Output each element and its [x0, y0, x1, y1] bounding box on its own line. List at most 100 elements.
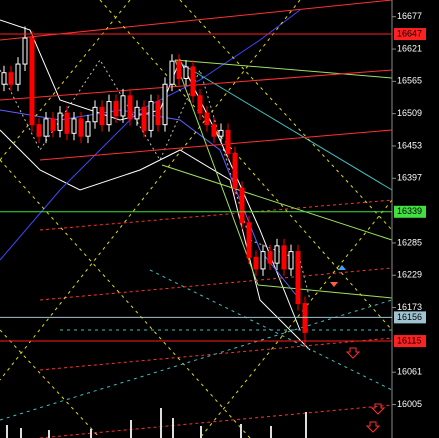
y-tick-label: 16229 — [397, 270, 422, 280]
candle-body — [197, 95, 203, 114]
candle-body — [8, 72, 14, 85]
volume-bar — [48, 430, 50, 438]
channel-line — [39, 199, 393, 231]
candle-body — [155, 101, 161, 126]
y-tick-label: 16173 — [397, 302, 422, 312]
candle-body — [141, 106, 147, 131]
volume-bar — [90, 429, 92, 438]
decor-line — [0, 299, 393, 421]
volume-bar — [20, 428, 22, 438]
volume-bar — [270, 426, 272, 438]
candle-body — [106, 101, 112, 126]
y-tick-label: 16453 — [397, 140, 422, 150]
candle-body — [239, 187, 245, 224]
candle-body — [225, 129, 231, 155]
decor-line — [199, 199, 393, 438]
y-tick-label: 16565 — [397, 76, 422, 86]
volume-bar — [6, 425, 8, 438]
indicators — [0, 0, 393, 438]
channel-line — [0, 69, 393, 101]
candle-body — [288, 251, 294, 270]
candle-body — [15, 63, 21, 85]
candle-body — [43, 118, 49, 137]
level-label-bg — [394, 311, 426, 324]
level-label: 16647 — [397, 28, 422, 38]
candle-body — [64, 112, 70, 134]
level-label-bg — [394, 335, 426, 348]
channel-line — [161, 164, 393, 241]
candle-body — [99, 106, 105, 126]
candle-body — [232, 153, 238, 189]
candle-body — [85, 121, 91, 137]
signal-arrow — [345, 347, 361, 359]
candle-body — [22, 37, 28, 65]
candle-body — [253, 256, 259, 270]
candle-body — [218, 129, 224, 137]
y-tick-label: 16509 — [397, 108, 422, 118]
ma-line — [0, 9, 301, 261]
level-label: 16115 — [397, 335, 421, 345]
candle-body — [183, 66, 189, 79]
candle-body — [260, 251, 266, 270]
channel-line — [174, 59, 393, 79]
channel-line — [0, 0, 393, 41]
volume-bar — [240, 424, 242, 438]
candle-body — [267, 251, 273, 264]
signal-arrow — [330, 282, 338, 287]
candle-body — [211, 124, 217, 137]
volume-bar — [160, 408, 162, 438]
y-tick-label: 16061 — [397, 367, 422, 377]
volume-bar — [130, 420, 132, 438]
candle-body — [78, 118, 84, 137]
candle-body — [281, 245, 287, 270]
candle-body — [176, 60, 182, 79]
candle-body — [113, 101, 119, 117]
signal-arrow — [365, 421, 381, 433]
candle-body — [148, 101, 154, 131]
candle-body — [190, 66, 196, 97]
candle-body — [134, 106, 140, 120]
candle-body — [120, 95, 126, 117]
y-tick-label: 16621 — [397, 43, 422, 53]
volume-bar — [200, 426, 202, 438]
y-tick-label: 16677 — [397, 11, 422, 21]
candle-body — [204, 112, 210, 126]
y-tick-label: 16285 — [397, 237, 422, 247]
candle-body — [71, 118, 77, 134]
candle-body — [295, 251, 301, 305]
y-tick-label: 16397 — [397, 173, 422, 183]
candle-body — [1, 72, 7, 85]
channel-line — [174, 59, 393, 191]
volume — [6, 408, 307, 438]
signal-arrow — [370, 403, 386, 415]
candle-body — [36, 124, 42, 137]
y-tick-label: 16005 — [397, 399, 422, 409]
channel-line — [39, 404, 393, 438]
channel-line — [39, 129, 393, 161]
signals — [330, 265, 386, 433]
volume-bar — [172, 418, 174, 438]
level-label: 16156 — [397, 312, 422, 322]
decor-line — [179, 0, 393, 231]
candle-body — [302, 303, 308, 333]
candle-body — [92, 106, 98, 123]
candle-body — [50, 118, 56, 131]
candle-body — [29, 37, 35, 126]
candle-body — [57, 112, 63, 131]
volume-bar — [305, 412, 307, 438]
level-label-bg — [394, 205, 426, 218]
channel-line — [174, 59, 259, 286]
candle-body — [246, 222, 252, 258]
band-lower — [0, 129, 311, 351]
candle-body — [127, 95, 133, 120]
candle-body — [169, 60, 175, 85]
level-label-bg — [394, 28, 426, 41]
channel-line — [257, 284, 393, 299]
candle-body — [162, 83, 168, 126]
level-label: 16339 — [397, 206, 422, 216]
candle-body — [274, 245, 280, 264]
signal-arrow — [338, 265, 346, 270]
